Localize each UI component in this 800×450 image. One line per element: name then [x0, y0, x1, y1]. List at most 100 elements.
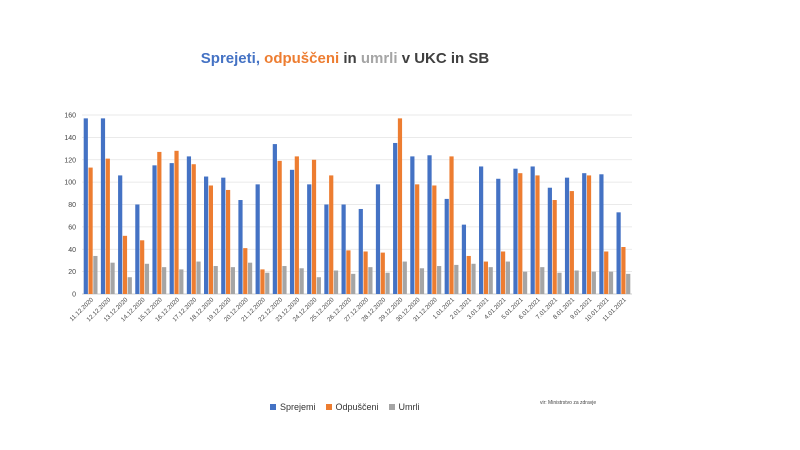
- bar-umrli: [505, 261, 510, 294]
- bar-sprejemi: [513, 168, 518, 294]
- x-axis-ticks: 11.12.202012.12.202013.12.202014.12.2020…: [68, 296, 628, 323]
- bar-sprejemi: [599, 174, 604, 294]
- bar-sprejemi: [118, 175, 123, 294]
- bar-umrli: [591, 271, 596, 295]
- chart-title-part: umrli: [360, 50, 398, 67]
- bar-sprejemi: [135, 204, 140, 294]
- bar-sprejemi: [616, 212, 621, 294]
- bar-sprejemi: [238, 200, 243, 294]
- bar-odpueni: [586, 175, 592, 294]
- bar-odpueni: [449, 156, 454, 294]
- bar-odpueni: [260, 269, 265, 294]
- legend-label-odpusceni: Odpuščeni: [335, 402, 379, 412]
- bar-odpueni: [346, 250, 351, 294]
- bar-odpueni: [380, 252, 385, 294]
- bar-umrli: [230, 267, 235, 294]
- bar-sprejemi: [289, 169, 295, 294]
- bar-odpueni: [191, 164, 196, 294]
- bar-sprejemi: [444, 198, 449, 294]
- bar-umrli: [385, 272, 390, 294]
- bar-sprejemi: [152, 165, 157, 294]
- bar-odpueni: [225, 189, 231, 294]
- bars: [83, 118, 631, 295]
- bar-umrli: [316, 277, 321, 294]
- bar-sprejemi: [530, 166, 535, 294]
- bar-odpueni: [88, 167, 93, 294]
- legend: Sprejemi Odpuščeni Umrli: [270, 402, 420, 412]
- legend-label-umrli: Umrli: [398, 402, 420, 412]
- bar-sprejemi: [169, 163, 174, 294]
- bar-umrli: [213, 266, 218, 294]
- bar-sprejemi: [83, 118, 88, 294]
- bar-umrli: [127, 277, 132, 294]
- y-tick-label: 0: [72, 292, 76, 299]
- bar-umrli: [265, 272, 270, 294]
- bar-umrli: [626, 273, 631, 294]
- bar-odpueni: [277, 160, 282, 294]
- bar-sprejemi: [496, 178, 501, 294]
- y-tick-label: 20: [68, 269, 76, 276]
- bar-sprejemi: [427, 155, 432, 294]
- bar-odpueni: [518, 173, 523, 294]
- bar-sprejemi: [461, 224, 467, 294]
- bar-umrli: [419, 268, 425, 294]
- y-tick-label: 40: [68, 247, 76, 254]
- bar-odpueni: [535, 175, 540, 294]
- bar-odpueni: [621, 247, 626, 294]
- bar-umrli: [402, 261, 407, 294]
- chart-title-part: ,: [255, 50, 265, 67]
- bar-umrli: [488, 267, 493, 294]
- bar-odpueni: [140, 240, 145, 294]
- bar-umrli: [471, 263, 476, 294]
- bar-umrli: [351, 273, 356, 294]
- bar-sprejemi: [358, 208, 363, 294]
- bar-odpueni: [208, 185, 214, 294]
- bar-umrli: [574, 270, 579, 294]
- bar-odpueni: [552, 200, 557, 294]
- bar-umrli: [162, 267, 167, 294]
- chart-title: Sprejeti, odpuščeni in umrli v UKC in SB: [0, 50, 690, 67]
- y-tick-label: 100: [64, 180, 76, 187]
- bar-umrli: [333, 270, 339, 294]
- bar-umrli: [368, 267, 373, 294]
- bar-sprejemi: [186, 156, 192, 294]
- y-tick-label: 120: [64, 157, 76, 164]
- bar-umrli: [93, 255, 98, 294]
- bar-odpueni: [329, 175, 334, 294]
- bar-sprejemi: [410, 156, 415, 294]
- bar-odpueni: [243, 248, 248, 294]
- bar-umrli: [540, 267, 545, 294]
- bar-umrli: [437, 266, 442, 294]
- y-tick-label: 60: [68, 224, 76, 231]
- bar-sprejemi: [341, 204, 346, 294]
- bar-odpueni: [105, 158, 110, 294]
- bar-odpueni: [415, 184, 420, 294]
- bar-umrli: [196, 261, 201, 294]
- source-note: vir: Ministrstvo za zdravje: [540, 400, 597, 406]
- legend-swatch-sprejemi: [270, 404, 276, 410]
- bar-odpueni: [311, 159, 317, 294]
- bar-umrli: [454, 264, 459, 294]
- legend-item-umrli: Umrli: [388, 402, 420, 412]
- bar-odpueni: [604, 251, 609, 294]
- bar-umrli: [608, 271, 614, 295]
- bar-odpueni: [483, 261, 489, 294]
- bar-odpueni: [432, 185, 437, 294]
- bar-sprejemi: [221, 177, 226, 294]
- bar-sprejemi: [324, 204, 329, 294]
- bar-odpueni: [500, 251, 506, 294]
- bar-sprejemi: [393, 142, 398, 294]
- chart-title-part: in: [339, 50, 361, 67]
- bar-umrli: [522, 271, 528, 295]
- y-tick-label: 140: [64, 135, 76, 142]
- bar-sprejemi: [272, 144, 277, 294]
- bar-odpueni: [294, 156, 299, 294]
- bar-sprejemi: [100, 118, 106, 294]
- legend-item-odpusceni: Odpuščeni: [325, 402, 379, 412]
- y-axis-ticks: 0 20 40 60 80 100 120 140 160: [64, 113, 76, 299]
- bar-sprejemi: [375, 184, 381, 294]
- bar-odpueni: [122, 235, 128, 294]
- bar-sprejemi: [307, 184, 312, 294]
- chart-title-part: odpuščeni: [264, 50, 340, 67]
